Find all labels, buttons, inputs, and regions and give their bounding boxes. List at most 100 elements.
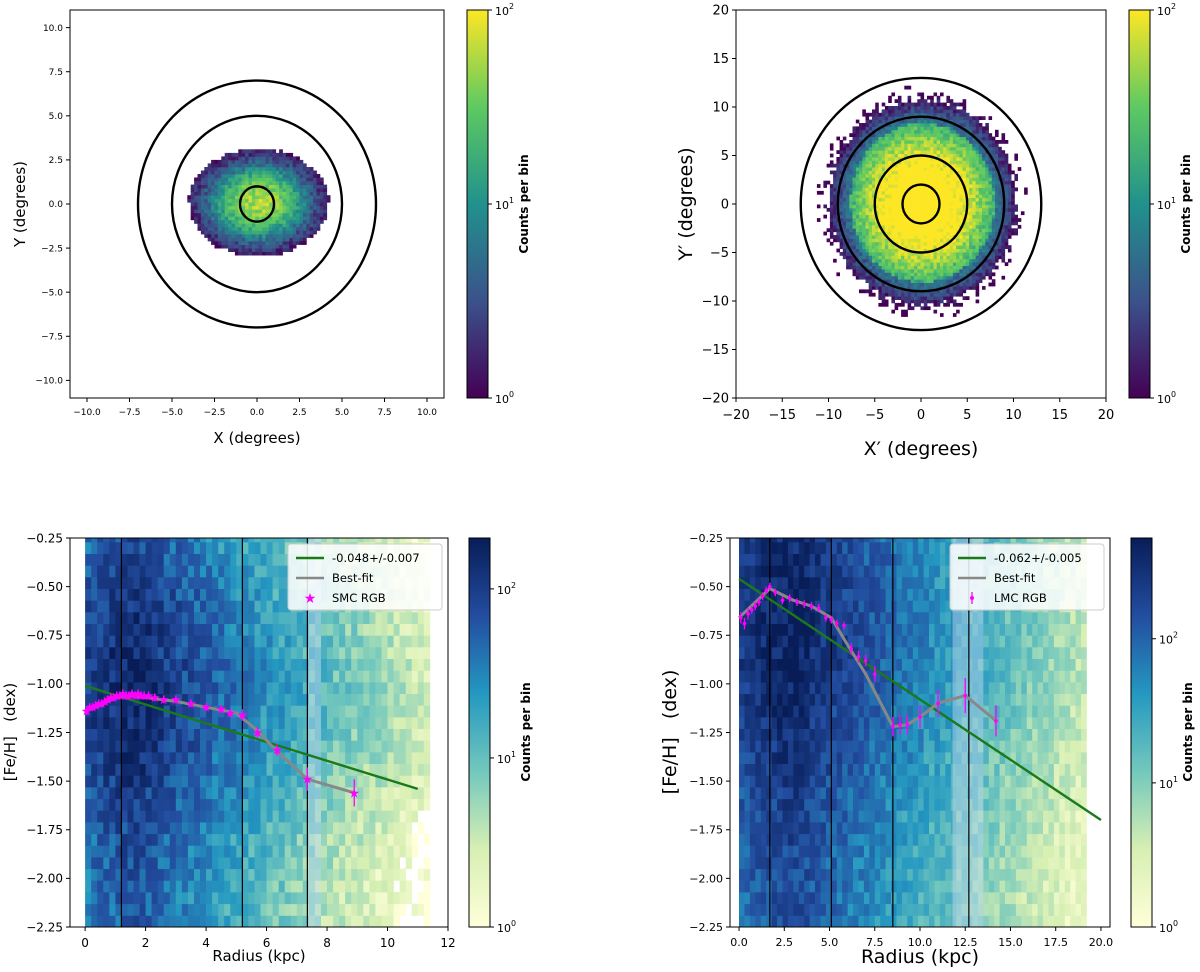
density-bin (972, 194, 976, 199)
density-bin (175, 635, 183, 648)
density-bin (231, 198, 236, 203)
density-bin (275, 163, 280, 168)
density-bin (959, 194, 963, 199)
density-bin (962, 112, 967, 117)
density-bin (972, 235, 976, 239)
density-bin (933, 143, 938, 148)
density-bin (200, 763, 207, 776)
density-bin (204, 216, 209, 221)
density-bin (1011, 221, 1015, 226)
density-bin (978, 180, 983, 185)
density-bin (255, 230, 260, 235)
density-bin (875, 235, 879, 239)
density-bin (936, 224, 941, 229)
density-bin (930, 153, 934, 158)
density-bin (855, 221, 860, 226)
density-bin (109, 915, 116, 927)
density-bin (907, 279, 912, 283)
density-bin (302, 237, 307, 242)
density-bin (251, 152, 256, 157)
density-bin (881, 272, 886, 277)
density-bin (972, 187, 976, 192)
density-bin (251, 170, 256, 175)
density-bin (888, 177, 892, 182)
density-bin (163, 588, 171, 601)
density-bin (936, 296, 941, 300)
density-bin (972, 224, 976, 229)
density-bin (904, 109, 908, 114)
density-bin (139, 588, 146, 601)
density-bin (299, 223, 304, 228)
density-bin (262, 195, 266, 200)
density-bin (878, 153, 882, 158)
density-bin (289, 184, 294, 189)
density-bin (881, 211, 886, 216)
density-bin (251, 198, 256, 203)
density-bin (849, 214, 853, 219)
density-bin (190, 202, 195, 207)
density-bin (891, 150, 895, 154)
density-bin (839, 190, 844, 195)
density-bin (852, 153, 857, 158)
density-bin (1007, 211, 1012, 216)
density-bin (930, 177, 934, 182)
density-bin (897, 221, 902, 226)
density-bin (231, 174, 236, 178)
density-bin (258, 230, 263, 235)
density-bin (930, 102, 934, 107)
density-bin (139, 611, 146, 624)
density-bin (258, 223, 263, 228)
density-bin (881, 299, 886, 304)
density-bin (888, 204, 892, 209)
density-bin (1004, 211, 1009, 216)
density-bin (946, 296, 950, 300)
density-bin (151, 775, 158, 788)
density-bin (894, 109, 899, 114)
density-bin (910, 160, 915, 165)
density-bin (224, 541, 231, 554)
density-bin (940, 275, 944, 280)
density-bin (914, 241, 918, 246)
density-bin (881, 146, 886, 151)
density-bin (862, 177, 866, 182)
density-bin (988, 238, 993, 243)
density-bin (214, 159, 219, 164)
density-bin (952, 255, 957, 260)
density-bin (279, 230, 283, 235)
density-bin (952, 129, 957, 134)
y-tick-label: 7.5 (49, 68, 63, 78)
density-bin (163, 787, 171, 800)
density-bin (920, 262, 925, 266)
density-bin (1007, 170, 1012, 175)
density-bin (151, 541, 158, 554)
density-bin (991, 235, 996, 239)
density-bin (940, 150, 944, 154)
density-bin (133, 728, 140, 741)
density-bin (238, 230, 243, 235)
density-bin (163, 565, 171, 578)
density-bin (200, 219, 205, 224)
density-bin (998, 146, 1002, 151)
density-bin (927, 187, 931, 192)
density-bin (1011, 194, 1015, 199)
density-bin (904, 126, 908, 131)
density-bin (224, 670, 231, 683)
density-bin (299, 159, 304, 164)
density-bin (194, 670, 201, 683)
density-bin (988, 269, 993, 273)
density-bin (1001, 238, 1006, 243)
density-bin (868, 228, 873, 233)
density-bin (133, 716, 140, 729)
density-bin (982, 201, 986, 205)
density-bin (97, 705, 104, 718)
density-bin (952, 241, 957, 246)
density-bin (862, 204, 866, 209)
density-bin (139, 705, 146, 718)
density-bin (85, 892, 92, 905)
density-bin (224, 565, 231, 578)
density-bin (194, 646, 201, 659)
density-bin (224, 163, 229, 168)
density-bin (930, 106, 934, 110)
density-bin (85, 623, 92, 636)
density-bin (289, 223, 294, 228)
